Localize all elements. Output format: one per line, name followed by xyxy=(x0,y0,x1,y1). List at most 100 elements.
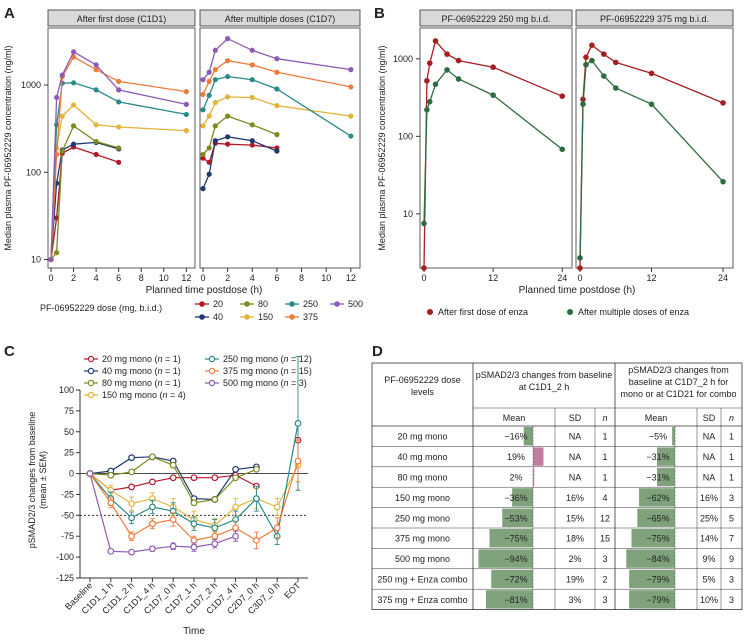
panel-d-row-n2: 3 xyxy=(729,595,734,605)
panel-a-point-250 xyxy=(249,77,255,83)
panel-a-point-40 xyxy=(212,138,218,144)
panel-b-series-enza_first-line xyxy=(579,44,724,269)
panel-c-point-375 xyxy=(190,537,198,544)
panel-c-point-500 xyxy=(107,547,115,555)
panel-d-header-grp2-line1: pSMAD2/3 changes from xyxy=(628,365,729,375)
panel-c-ytick: -25 xyxy=(61,489,74,499)
panel-a-point-375 xyxy=(200,91,206,98)
panel-a-point-150 xyxy=(274,103,280,109)
panel-d-row-dose: 20 mg mono xyxy=(397,432,447,442)
panel-a-point-20 xyxy=(116,159,122,165)
panel-b-point-enza_multi xyxy=(424,106,430,113)
panel-a-point-375 xyxy=(54,151,60,158)
panel-a-xtick: 8 xyxy=(299,273,304,283)
panel-c-point-80 xyxy=(148,453,156,461)
panel-b-xlabel: Planned time postdose (h) xyxy=(519,285,636,296)
panel-a-point-150 xyxy=(348,113,354,119)
panel-b-point-enza_first xyxy=(589,42,595,48)
panel-b-point-enza_first xyxy=(559,93,566,99)
panel-d-mean2-bar xyxy=(657,467,675,487)
panel-d-row-n2: 1 xyxy=(729,473,734,483)
panel-a-legend-marker xyxy=(289,314,295,320)
panel-d-mean1-bar xyxy=(486,590,533,609)
panel-d-subheader-mean: Mean xyxy=(645,413,668,423)
panel-c-legend-dose: 500 mg mono ( xyxy=(223,378,284,388)
panel-c-legend-dose: 80 mg mono ( xyxy=(102,378,158,388)
panel-c-point-20 xyxy=(190,474,198,482)
panel-b-point-enza_multi xyxy=(580,101,586,107)
panel-a-point-500 xyxy=(200,77,206,83)
panel-c-ytick: 100 xyxy=(59,385,74,395)
panel-a-point-500 xyxy=(206,69,212,75)
panel-a-point-250 xyxy=(206,92,212,99)
panel-c-ytick: 50 xyxy=(64,427,74,437)
panel-b-point-enza_multi xyxy=(612,85,619,91)
panel-a-legend-marker xyxy=(289,301,295,307)
panel-a-point-20 xyxy=(225,141,231,147)
panel-d-mean2-bar xyxy=(631,529,675,548)
panel-d-row-mean1: −53% xyxy=(504,513,527,523)
panel-b-legend-label: After multiple doses of enza xyxy=(578,307,689,317)
panel-d-row-mean1: −72% xyxy=(504,575,527,585)
panel-d-row-n1: 4 xyxy=(602,493,607,503)
panel-a-point-500 xyxy=(225,36,231,42)
panel-a-point-80 xyxy=(225,113,231,119)
panel-a-point-40 xyxy=(200,186,206,192)
panel-c-point-375 xyxy=(211,532,219,540)
panel-c-legend-label: 150 mg mono (n = 4) xyxy=(102,390,186,400)
panel-c-legend-n-value: = 1) xyxy=(163,354,181,364)
panel-a-xtick: 12 xyxy=(346,273,356,283)
panel-d-header-grp2-line3: mono or at C1D21 for combo xyxy=(620,389,736,399)
panel-d-row-dose: 150 mg mono xyxy=(395,493,450,503)
panel-c-point-40 xyxy=(232,465,240,473)
panel-d-subheader-sd: SD xyxy=(703,413,716,423)
panel-c-point-500 xyxy=(232,532,240,540)
panel-a-xtick: 6 xyxy=(116,273,121,283)
panel-d-row-sd1: NA xyxy=(569,473,582,483)
panel-a-xtick: 8 xyxy=(139,273,144,283)
panel-a-point-500 xyxy=(274,56,280,62)
panel-b-point-enza_first xyxy=(426,60,433,66)
panel-b-strip-label: PF-06952229 250 mg b.i.d. xyxy=(441,14,550,24)
panel-d-subheader-n: n xyxy=(602,413,607,423)
panel-d-header-col1-line1: PF-06952229 dose xyxy=(384,375,461,385)
panel-b-xtick: 0 xyxy=(421,273,426,283)
panel-a-point-80 xyxy=(212,123,218,129)
panel-b-xtick: 12 xyxy=(647,273,657,283)
panel-c-point-500 xyxy=(128,548,136,556)
panel-c-legend-n-symbol: n xyxy=(284,354,289,364)
panel-a-legend-label: 250 xyxy=(303,299,318,309)
panel-d-row-n1: 15 xyxy=(600,534,610,544)
panel-a-point-80 xyxy=(54,250,60,256)
panel-d-row-mean2: −75% xyxy=(646,534,669,544)
panel-c-point-80 xyxy=(252,465,260,473)
panel-b-point-enza_multi xyxy=(432,81,439,88)
panel-d-row-mean2: −31% xyxy=(646,452,669,462)
panel-b-point-enza_multi xyxy=(444,67,450,73)
panel-c-point-250 xyxy=(128,514,136,522)
panel-d-row-mean2: −62% xyxy=(646,493,669,503)
panel-c-legend-label: 250 mg mono (n = 12) xyxy=(223,354,312,364)
panel-d-row-mean2: −65% xyxy=(646,513,669,523)
panel-c-chart: 100 75 50 25 0 -25 -50 -75 -100 -125 pSMAD2/3 chan… xyxy=(27,354,312,637)
panel-a-point-150 xyxy=(70,102,77,108)
panel-d-row-mean2: −84% xyxy=(646,554,669,564)
panel-b-point-enza_multi xyxy=(559,146,566,153)
panel-a-point-150 xyxy=(200,123,206,129)
panel-a-point-80 xyxy=(200,151,206,158)
panel-a-legend-label: 80 xyxy=(258,299,268,309)
panel-d-mean1-bar xyxy=(533,447,544,466)
panel-d-table-frame xyxy=(371,362,743,611)
panel-b-point-enza_first xyxy=(432,38,439,44)
panel-c-legend-marker xyxy=(87,355,95,363)
panel-c-legend-n-value: = 15) xyxy=(289,366,312,376)
panel-d-row-sd1: NA xyxy=(569,432,582,442)
panel-b-point-enza_multi xyxy=(455,76,462,82)
panel-c-legend-dose: 150 mg mono ( xyxy=(102,390,163,400)
panel-d-mean1-bar xyxy=(512,488,533,507)
panel-a-point-150 xyxy=(225,94,231,100)
panel-c-point-375 xyxy=(107,499,115,507)
panel-c-legend-n-symbol: n xyxy=(158,354,163,364)
panel-c-legend-marker xyxy=(208,379,216,387)
